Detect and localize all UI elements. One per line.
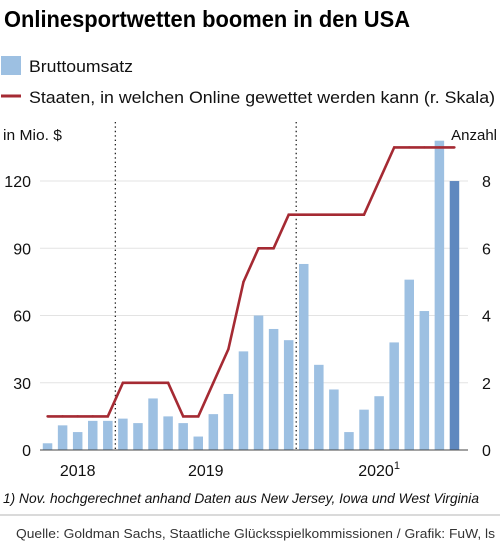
line-point-staaten (136, 381, 140, 384)
y-ticks-left: 0 30 60 90 120 (4, 174, 31, 460)
y-tick-label-left: 90 (13, 241, 31, 258)
line-point-staaten (61, 415, 64, 418)
bar-bruttoumsatz (268, 328, 279, 450)
chart-title: Onlinesportwetten boomen in den USA (4, 6, 410, 32)
y-tick-label-right: 0 (482, 443, 491, 460)
line-point-staaten (227, 347, 230, 351)
bar-bruttoumsatz (193, 436, 203, 450)
legend-label-staaten: Staaten, in welchen Online gewettet werd… (29, 88, 495, 107)
bar-bruttoumsatz (133, 423, 143, 450)
line-point-staaten (106, 415, 110, 418)
footnote: 1) Nov. hochgerechnet anhand Daten aus N… (3, 490, 479, 506)
bar-bruttoumsatz (118, 418, 128, 450)
y-tick-label-left: 60 (13, 309, 31, 326)
year-label: 2019 (188, 463, 224, 480)
bar-bruttoumsatz (238, 351, 249, 450)
legend: Bruttoumsatz Staaten, in welchen Online … (1, 56, 495, 107)
line-point-staaten (408, 146, 411, 149)
line-point-staaten (332, 213, 336, 216)
bar-bruttoumsatz (178, 423, 188, 450)
line-point-staaten (212, 381, 215, 384)
line-point-staaten (166, 381, 170, 384)
bar-bruttoumsatz (359, 409, 369, 450)
source-note: Quelle: Goldman Sachs, Staatliche Glücks… (16, 527, 495, 541)
bar-bruttoumsatz (42, 443, 53, 450)
line-point-staaten (347, 213, 351, 216)
x-axis-labels: 2018 2019 20201 (60, 460, 400, 480)
bar-bruttoumsatz-projected (449, 181, 460, 450)
bar-bruttoumsatz (208, 414, 219, 450)
y-axis-label-right: Anzahl (451, 127, 497, 144)
x-tick-label-year: 2019 (188, 463, 224, 480)
bar-bruttoumsatz (419, 311, 430, 450)
bar-bruttoumsatz (223, 393, 234, 450)
line-staaten (46, 146, 456, 418)
line-point-staaten (287, 213, 290, 216)
y-tick-label-right: 2 (482, 376, 491, 393)
line-point-staaten (91, 415, 94, 418)
year-separators (114, 122, 297, 450)
bar-bruttoumsatz (72, 432, 83, 450)
bars-bruttoumsatz (42, 140, 460, 451)
line-point-staaten (377, 179, 381, 183)
bar-bruttoumsatz (374, 396, 384, 450)
bar-bruttoumsatz (344, 432, 354, 450)
y-tick-label-right: 8 (482, 174, 491, 191)
x-tick-label-year: 20201 (358, 460, 400, 480)
bar-bruttoumsatz (404, 279, 414, 450)
bar-bruttoumsatz (299, 263, 309, 450)
y-tick-label-left: 120 (4, 174, 31, 191)
bar-bruttoumsatz (329, 389, 339, 450)
y-ticks-right: 0 2 4 6 8 (482, 174, 491, 460)
x-tick-label-year: 2018 (60, 463, 96, 480)
series-line-staaten (47, 146, 455, 418)
line-point-staaten (438, 146, 441, 149)
line-point-staaten (242, 280, 245, 284)
line-point-staaten (181, 415, 185, 418)
y-tick-label-right: 4 (482, 309, 491, 326)
line-point-staaten (46, 415, 49, 418)
bar-bruttoumsatz (57, 425, 68, 450)
bar-bruttoumsatz (148, 398, 158, 450)
line-point-staaten (272, 247, 275, 250)
line-point-staaten (317, 213, 321, 216)
bar-bruttoumsatz (163, 416, 173, 450)
y-tick-label-left: 0 (22, 443, 31, 460)
y-axis-label-left: in Mio. $ (3, 127, 63, 144)
line-point-staaten (197, 415, 200, 418)
line-point-staaten (257, 247, 260, 250)
y-tick-label-left: 30 (13, 376, 31, 393)
bar-bruttoumsatz (253, 315, 264, 450)
bar-bruttoumsatz (389, 342, 399, 450)
line-point-staaten (302, 213, 305, 216)
line-point-staaten (392, 146, 396, 149)
year-label: 2018 (60, 463, 96, 480)
bar-bruttoumsatz (314, 364, 324, 450)
line-point-staaten (76, 415, 79, 418)
year-label: 2020 (358, 463, 394, 480)
footnote-marker: 1 (394, 460, 400, 472)
bar-bruttoumsatz (88, 420, 98, 450)
bar-bruttoumsatz (434, 140, 445, 451)
line-point-staaten (453, 146, 456, 149)
line-point-staaten (151, 381, 155, 384)
line-point-staaten (362, 213, 366, 216)
line-point-staaten (121, 381, 125, 384)
bar-bruttoumsatz (103, 420, 113, 450)
line-point-staaten (423, 146, 426, 149)
bar-bruttoumsatz (283, 340, 294, 450)
legend-swatch-bruttoumsatz (1, 56, 21, 75)
legend-label-bruttoumsatz: Bruttoumsatz (29, 57, 133, 76)
y-tick-label-right: 6 (482, 241, 491, 258)
